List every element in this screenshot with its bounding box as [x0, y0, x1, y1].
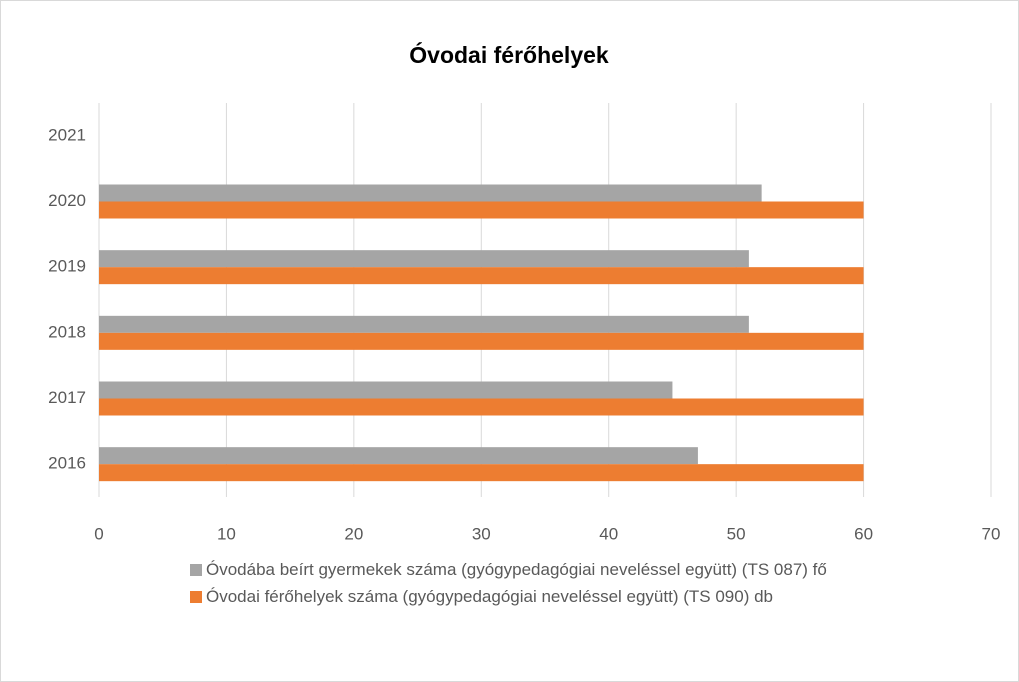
bar — [99, 398, 864, 416]
x-tick-label: 30 — [472, 524, 491, 543]
x-tick-label: 20 — [344, 524, 363, 543]
x-tick-label: 40 — [599, 524, 618, 543]
chart-title: Óvodai férőhelyek — [409, 41, 609, 68]
x-tick-label: 50 — [727, 524, 746, 543]
bar — [99, 464, 864, 482]
x-tick-label: 0 — [94, 524, 103, 543]
y-tick-label: 2020 — [48, 191, 86, 210]
bar — [99, 447, 698, 465]
x-tick-label: 60 — [854, 524, 873, 543]
legend-label: Óvodába beírt gyermekek száma (gyógypeda… — [206, 560, 827, 579]
legend-swatch — [190, 591, 202, 603]
legend-swatch — [190, 564, 202, 576]
y-tick-label: 2021 — [48, 125, 86, 144]
x-tick-label: 10 — [217, 524, 236, 543]
y-tick-label: 2016 — [48, 454, 86, 473]
y-tick-label: 2017 — [48, 388, 86, 407]
bar — [99, 381, 673, 399]
bar — [99, 250, 749, 268]
x-tick-label: 70 — [982, 524, 1001, 543]
legend-label: Óvodai férőhelyek száma (gyógypedagógiai… — [206, 587, 773, 606]
legend-item: Óvodai férőhelyek száma (gyógypedagógiai… — [190, 583, 910, 610]
bar — [99, 315, 749, 333]
bar — [99, 332, 864, 350]
legend-item: Óvodába beírt gyermekek száma (gyógypeda… — [190, 556, 910, 583]
bar — [99, 184, 762, 202]
y-tick-label: 2018 — [48, 322, 86, 341]
bar — [99, 201, 864, 219]
bar — [99, 267, 864, 285]
y-tick-label: 2019 — [48, 257, 86, 276]
legend: Óvodába beírt gyermekek száma (gyógypeda… — [190, 556, 910, 610]
